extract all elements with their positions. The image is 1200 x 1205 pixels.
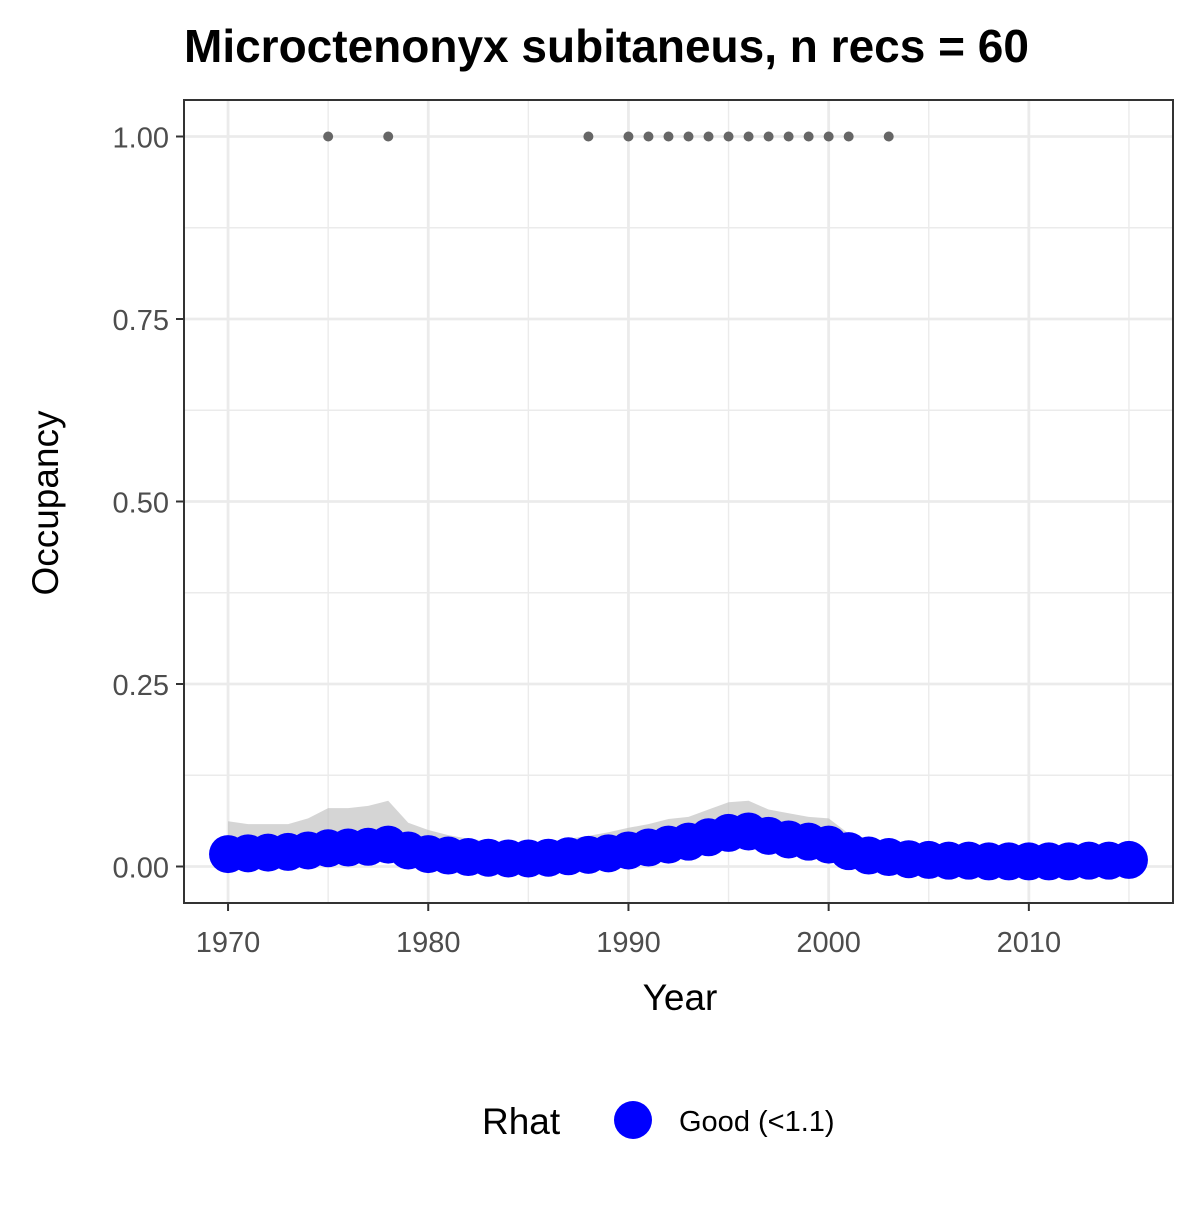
x-axis-title: Year <box>643 977 718 1018</box>
grid-lines <box>184 100 1173 903</box>
record-points <box>323 131 894 142</box>
record-point <box>323 131 334 142</box>
legend: Rhat Good (<1.1) <box>482 1101 835 1142</box>
chart-title: Microctenonyx subitaneus, n recs = 60 <box>184 20 1029 72</box>
y-tick-label: 0.25 <box>113 670 169 702</box>
legend-key-good <box>614 1101 652 1139</box>
legend-title: Rhat <box>482 1101 561 1142</box>
record-point <box>583 131 594 142</box>
legend-label-good: Good (<1.1) <box>679 1106 835 1138</box>
record-point <box>663 131 674 142</box>
record-point <box>683 131 694 142</box>
x-axis: 1970 1980 1990 2000 2010 <box>196 903 1061 959</box>
y-tick-label: 1.00 <box>113 123 169 155</box>
x-tick-label: 2000 <box>796 927 861 959</box>
y-axis: 0.00 0.25 0.50 0.75 1.00 <box>113 123 184 885</box>
record-point <box>723 131 734 142</box>
x-tick-label: 2010 <box>997 927 1062 959</box>
record-point <box>763 131 774 142</box>
record-point <box>783 131 794 142</box>
x-tick-label: 1970 <box>196 927 261 959</box>
x-tick-label: 1980 <box>396 927 461 959</box>
record-point <box>883 131 894 142</box>
y-tick-label: 0.50 <box>113 488 169 520</box>
record-point <box>643 131 654 142</box>
record-point <box>623 131 634 142</box>
y-axis-title: Occupancy <box>25 410 66 596</box>
y-tick-label: 0.00 <box>113 853 169 885</box>
record-point <box>383 131 394 142</box>
record-point <box>743 131 754 142</box>
x-tick-label: 1990 <box>596 927 661 959</box>
y-tick-label: 0.75 <box>113 305 169 337</box>
occupancy-point <box>1109 840 1148 879</box>
occupancy-series <box>209 812 1148 881</box>
record-point <box>843 131 854 142</box>
record-point <box>703 131 714 142</box>
record-point <box>823 131 834 142</box>
record-point <box>803 131 814 142</box>
